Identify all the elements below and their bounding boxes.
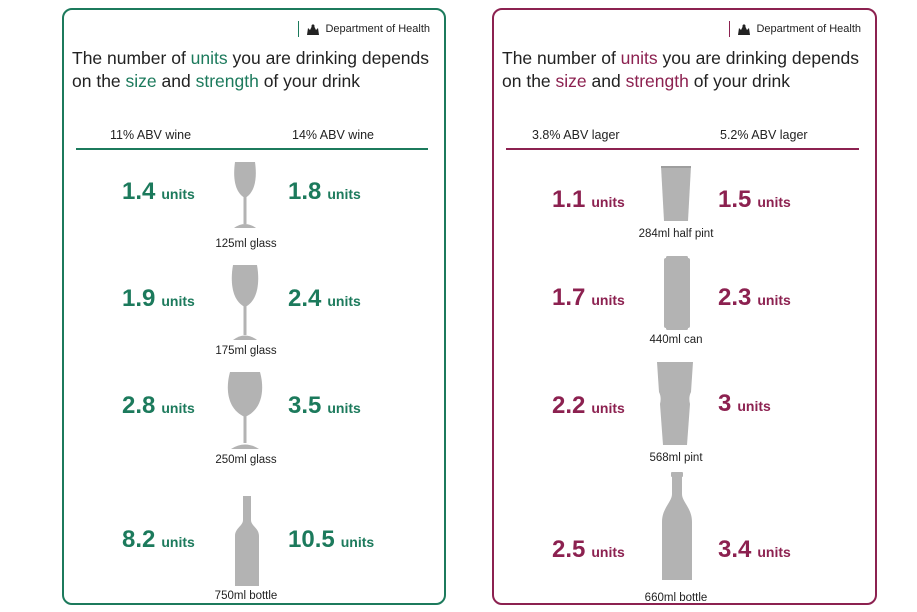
royal-crest-icon — [738, 24, 751, 35]
drink-row: 1.9 units 2.4 units 175ml glass — [64, 265, 444, 365]
left-units-value: 1.4 units — [122, 178, 195, 205]
panel-heading: The number of units you are drinking dep… — [502, 47, 862, 93]
left-units-value: 1.7 units — [552, 284, 625, 311]
heading-text: you are drinking depends on the — [72, 48, 430, 91]
department-name: Department of Health — [756, 23, 861, 35]
pint-glass-icon — [656, 362, 694, 446]
heading-text: The number of — [502, 48, 621, 68]
drink-row: 2.2 units 3 units 568ml pint — [494, 362, 875, 464]
right-units-value: 3 units — [718, 390, 771, 417]
department-name: Department of Health — [325, 23, 430, 35]
heading-text: The number of — [72, 48, 191, 68]
left-units-value: 2.8 units — [122, 392, 195, 419]
drink-row: 8.2 units 10.5 units 750ml bottle — [64, 496, 444, 602]
heading-size-word: size — [125, 71, 157, 91]
right-column-header: 14% ABV wine — [292, 128, 374, 142]
vessel-caption: 125ml glass — [215, 238, 277, 250]
heading-text: of your drink — [258, 71, 360, 91]
left-units-value: 2.2 units — [552, 392, 625, 419]
right-column-header: 5.2% ABV lager — [720, 128, 808, 142]
left-units-value: 2.5 units — [552, 536, 625, 563]
left-column-header: 3.8% ABV lager — [532, 128, 620, 142]
half-pint-glass-icon — [660, 166, 692, 222]
left-units-value: 1.1 units — [552, 186, 625, 213]
wine-panel: Department of Health The number of units… — [62, 8, 446, 605]
header-divider — [506, 148, 859, 150]
can-icon — [664, 256, 690, 330]
right-units-value: 1.8 units — [288, 178, 361, 205]
right-units-value: 10.5 units — [288, 526, 375, 553]
heading-text: and — [156, 71, 196, 91]
right-units-value: 3.5 units — [288, 392, 361, 419]
vessel-caption: 440ml can — [649, 334, 703, 346]
logo-divider — [729, 21, 731, 37]
right-units-value: 3.4 units — [718, 536, 791, 563]
logo-divider — [298, 21, 300, 37]
drink-row: 1.1 units 1.5 units 284ml half pint — [494, 166, 875, 266]
vessel-caption: 660ml bottle — [644, 592, 708, 604]
left-column-header: 11% ABV wine — [110, 128, 192, 142]
right-units-value: 1.5 units — [718, 186, 791, 213]
right-units-value: 2.3 units — [718, 284, 791, 311]
department-logo: Department of Health — [729, 21, 861, 37]
drink-row: 1.7 units 2.3 units 440ml can — [494, 254, 875, 354]
panel-heading: The number of units you are drinking dep… — [72, 47, 432, 93]
small-wine-glass-icon — [230, 162, 260, 230]
royal-crest-icon — [307, 24, 320, 35]
beer-bottle-icon — [660, 472, 694, 582]
heading-units-word: units — [190, 48, 228, 68]
left-units-value: 1.9 units — [122, 285, 195, 312]
heading-size-word: size — [555, 71, 587, 91]
vessel-caption: 284ml half pint — [638, 228, 714, 240]
vessel-caption: 250ml glass — [215, 454, 277, 466]
heading-strength-word: strength — [195, 71, 259, 91]
vessel-caption: 568ml pint — [649, 452, 703, 464]
large-wine-glass-icon — [224, 372, 266, 450]
heading-strength-word: strength — [625, 71, 689, 91]
drink-row: 2.5 units 3.4 units 660ml bottle — [494, 472, 875, 604]
department-logo: Department of Health — [298, 21, 430, 37]
heading-units-word: units — [620, 48, 658, 68]
wine-bottle-icon — [232, 496, 262, 588]
medium-wine-glass-icon — [228, 265, 262, 341]
left-units-value: 8.2 units — [122, 526, 195, 553]
vessel-caption: 175ml glass — [215, 345, 277, 357]
heading-text: you are drinking depends on the — [502, 48, 860, 91]
lager-panel: Department of Health The number of units… — [492, 8, 877, 605]
drink-row: 1.4 units 1.8 units 125ml glass — [64, 158, 444, 258]
right-units-value: 2.4 units — [288, 285, 361, 312]
drink-row: 2.8 units 3.5 units 250ml glass — [64, 372, 444, 472]
heading-text: of your drink — [688, 71, 790, 91]
heading-text: and — [586, 71, 626, 91]
header-divider — [76, 148, 428, 150]
vessel-caption: 750ml bottle — [214, 590, 278, 602]
